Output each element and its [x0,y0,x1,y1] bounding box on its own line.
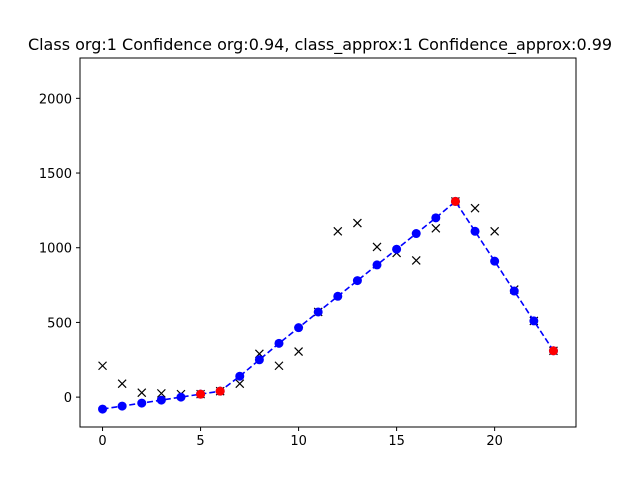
approx-point [313,307,323,317]
original-point [274,361,284,371]
original-point [352,218,362,228]
approx-point [470,226,480,236]
approx-point [529,316,539,326]
approx-point [156,395,166,405]
approx-point [176,392,186,402]
original-point [411,256,421,265]
chart-title: Class org:1 Confidence org:0.94, class_a… [28,35,612,55]
original-point [137,388,147,398]
highlight-point [215,386,225,396]
x-tick-label: 0 [98,434,106,449]
original-point [372,242,382,252]
approx-point [392,244,402,254]
approx-point [137,398,147,408]
highlight-point [196,389,206,399]
original-point [98,361,107,371]
original-point [431,223,441,233]
approx-point [235,371,245,381]
y-axis: 0 500 1000 1500 2000 [39,92,80,406]
approx-point [352,276,362,286]
approx-point [254,355,264,365]
highlight-point [548,346,558,356]
y-tick-label: 1000 [39,242,72,257]
y-tick-label: 2000 [39,92,72,107]
original-point [294,347,304,356]
approx-point [98,404,108,414]
x-tick-label: 15 [388,434,405,449]
x-tick-label: 10 [290,434,307,449]
approx-point [509,286,519,296]
y-tick-label: 1500 [39,167,72,182]
original-point [117,379,127,389]
x-axis: 0 5 10 15 20 [98,427,503,449]
original-point [490,226,500,236]
approx-line [102,200,555,410]
approx-point [431,213,441,223]
approx-point [294,323,304,333]
x-tick-label: 5 [196,434,204,449]
y-tick-label: 500 [47,316,72,331]
plot-frame [79,57,577,428]
approx-point [117,401,127,411]
original-point [235,379,245,389]
plot-area [98,196,558,414]
x-tick-label: 20 [486,434,503,449]
approx-point [372,260,382,270]
approx-point [333,291,343,301]
highlight-point [450,196,460,206]
original-point [333,226,343,236]
y-tick-label: 0 [64,391,72,406]
original-point [156,388,166,398]
original-point [470,203,480,213]
approx-point [490,256,500,266]
approx-point [274,338,284,348]
approx-point [411,229,421,239]
